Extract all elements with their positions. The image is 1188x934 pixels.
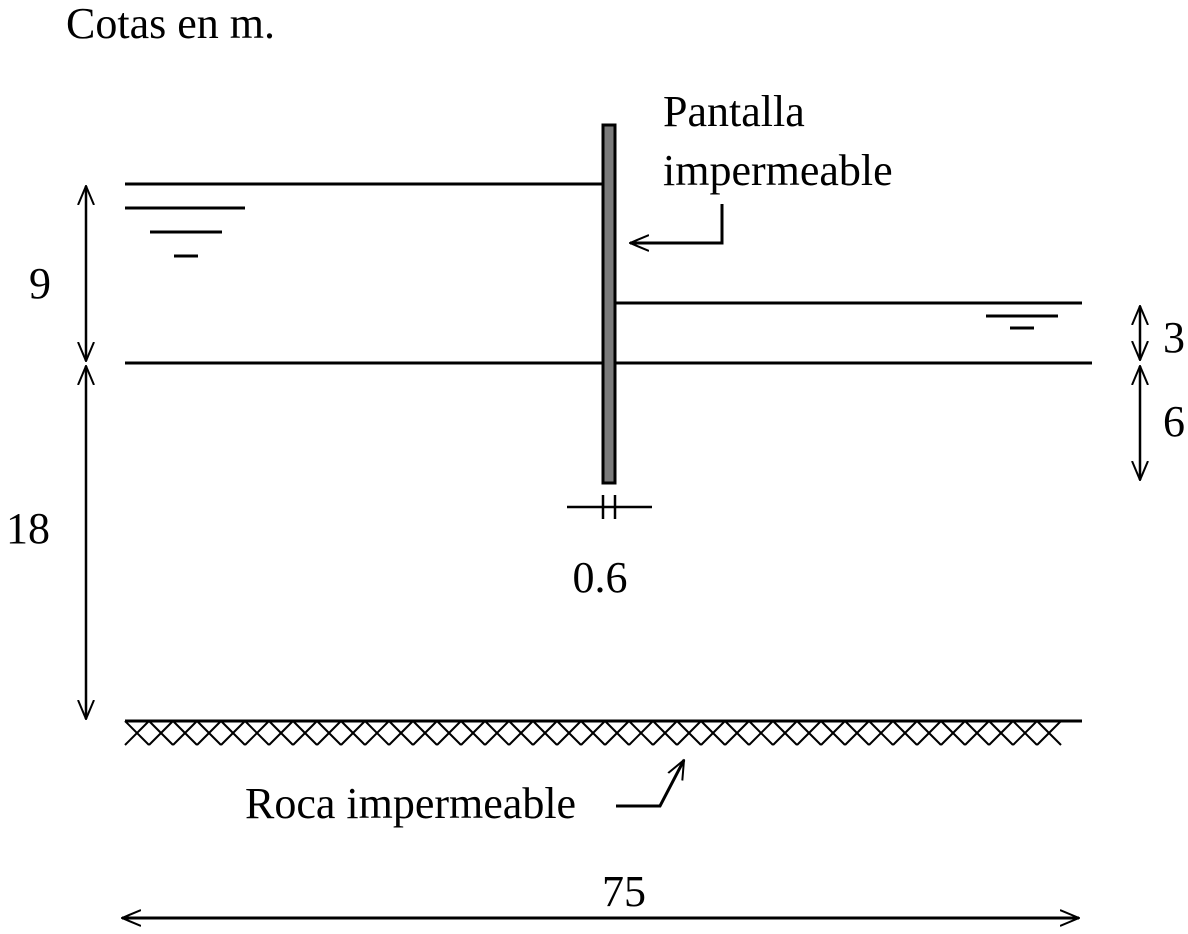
wall-leader-arrow [630,204,724,243]
upstream-water-symbol [125,206,245,258]
downstream-water-symbol [986,314,1058,330]
wall-label-line1: Pantalla [663,87,805,136]
units-note: Cotas en m. [66,0,275,48]
rock-hatching [124,720,1062,746]
upstream-water-height-value: 9 [29,259,51,308]
impermeable-wall [601,123,617,485]
rock-label: Roca impermeable [245,779,576,828]
wall-label-line2: impermeable [663,146,893,195]
wall-thickness-dimension [567,495,652,519]
downstream-water-height-value: 3 [1163,313,1185,362]
total-width-value: 75 [602,867,646,916]
soil-depth-value: 18 [6,504,50,553]
wall-thickness-value: 0.6 [573,553,628,602]
wall-embedment-value: 6 [1163,397,1185,446]
rock-leader-arrow [616,760,686,808]
